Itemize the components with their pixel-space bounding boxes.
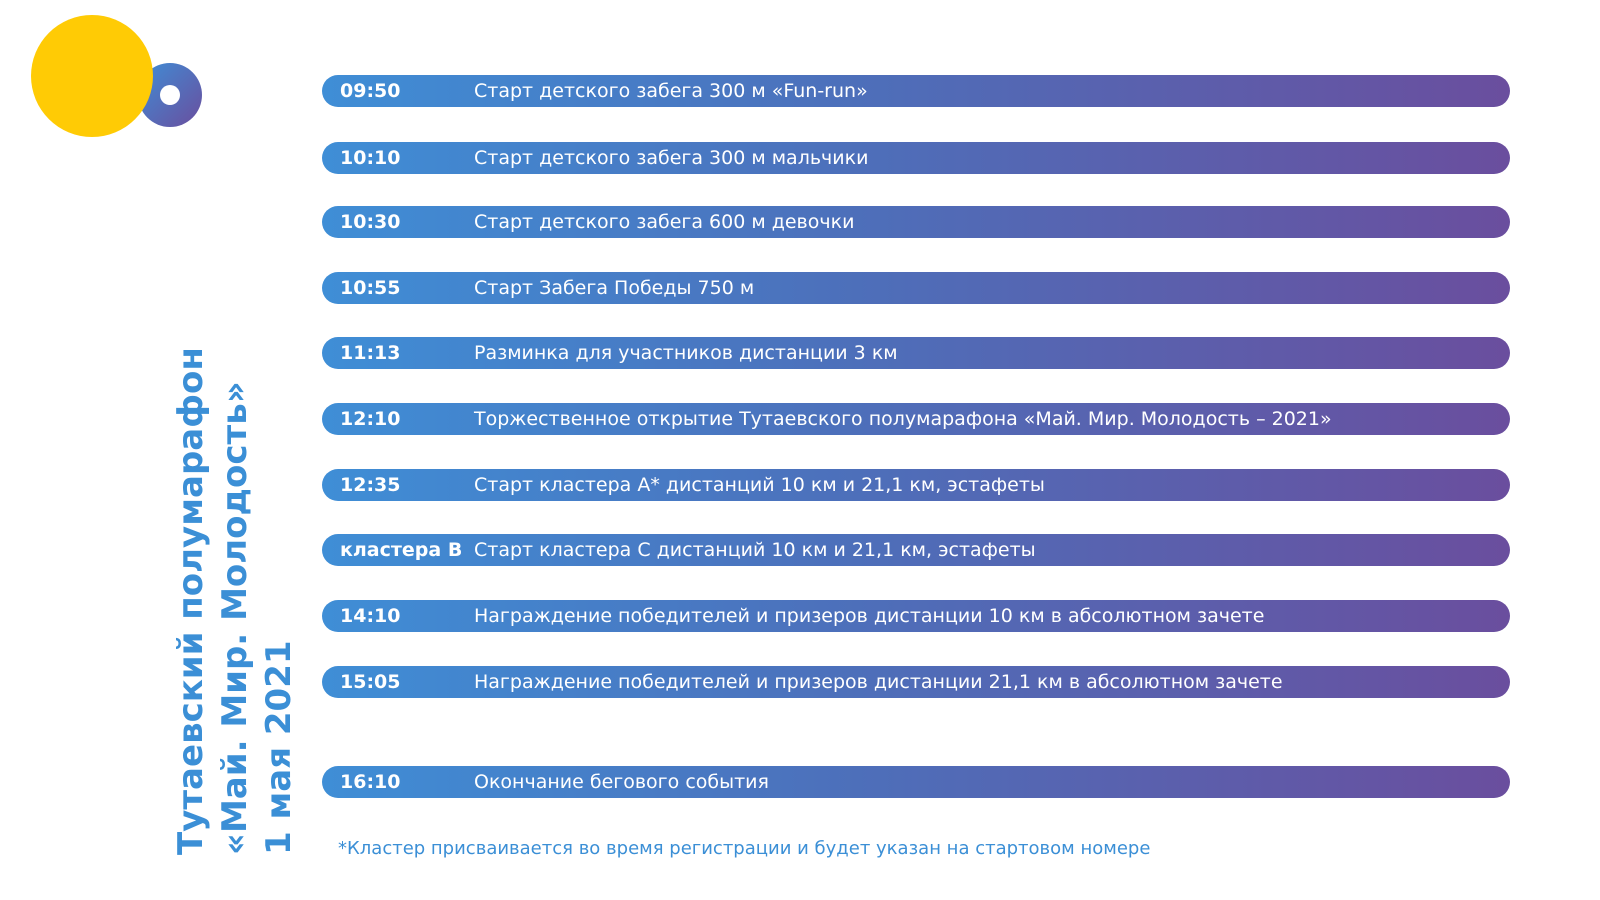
schedule-row: 10:10 Старт детского забега 300 м мальчи… — [322, 142, 1510, 174]
schedule-row: кластера В Старт кластера С дистанций 10… — [322, 534, 1510, 566]
title-line-1: Тутаевский полумарафон — [171, 347, 211, 855]
schedule-row: 09:50 Старт детского забега 300 м «Fun-r… — [322, 75, 1510, 107]
row-event: Старт детского забега 300 м «Fun-run» — [474, 80, 868, 102]
footnote: *Кластер присваивается во время регистра… — [338, 838, 1151, 859]
schedule-row: 16:10 Окончание бегового события — [322, 766, 1510, 798]
row-event: Старт кластера А* дистанций 10 км и 21,1… — [474, 474, 1045, 496]
row-event: Старт детского забега 600 м девочки — [474, 211, 855, 233]
row-event: Награждение победителей и призеров диста… — [474, 605, 1265, 627]
title-line-2: «Май. Мир. Молодость» — [215, 381, 255, 855]
row-event: Окончание бегового события — [474, 771, 769, 793]
row-time: 16:10 — [340, 771, 401, 793]
row-time: кластера В — [340, 539, 463, 561]
row-event: Награждение победителей и призеров диста… — [474, 671, 1283, 693]
schedule-row: 11:13 Разминка для участников дистанции … — [322, 337, 1510, 369]
row-event: Разминка для участников дистанции 3 км — [474, 342, 898, 364]
row-time: 15:05 — [340, 671, 401, 693]
schedule-row: 14:10 Награждение победителей и призеров… — [322, 600, 1510, 632]
row-event: Старт кластера С дистанций 10 км и 21,1 … — [474, 539, 1036, 561]
row-time: 12:10 — [340, 408, 401, 430]
title-line-3: 1 мая 2021 — [259, 640, 299, 855]
schedule-row: 12:10 Торжественное открытие Тутаевского… — [322, 403, 1510, 435]
schedule-row: 10:30 Старт детского забега 600 м девочк… — [322, 206, 1510, 238]
row-event: Старт детского забега 300 м мальчики — [474, 147, 869, 169]
row-event: Торжественное открытие Тутаевского полум… — [474, 408, 1332, 430]
schedule-row: 12:35 Старт кластера А* дистанций 10 км … — [322, 469, 1510, 501]
logo — [31, 15, 202, 137]
schedule-row: 15:05 Награждение победителей и призеров… — [322, 666, 1510, 698]
row-time: 11:13 — [340, 342, 401, 364]
row-event: Старт Забега Победы 750 м — [474, 277, 755, 299]
ring-hole — [160, 85, 180, 105]
sun-circle-icon — [31, 15, 153, 137]
row-time: 10:10 — [340, 147, 401, 169]
row-time: 14:10 — [340, 605, 401, 627]
row-time: 09:50 — [340, 80, 401, 102]
event-title: Тутаевский полумарафон «Май. Мир. Молодо… — [169, 347, 301, 855]
row-time: 10:30 — [340, 211, 401, 233]
schedule-row: 10:55 Старт Забега Победы 750 м — [322, 272, 1510, 304]
row-time: 12:35 — [340, 474, 401, 496]
row-time: 10:55 — [340, 277, 401, 299]
